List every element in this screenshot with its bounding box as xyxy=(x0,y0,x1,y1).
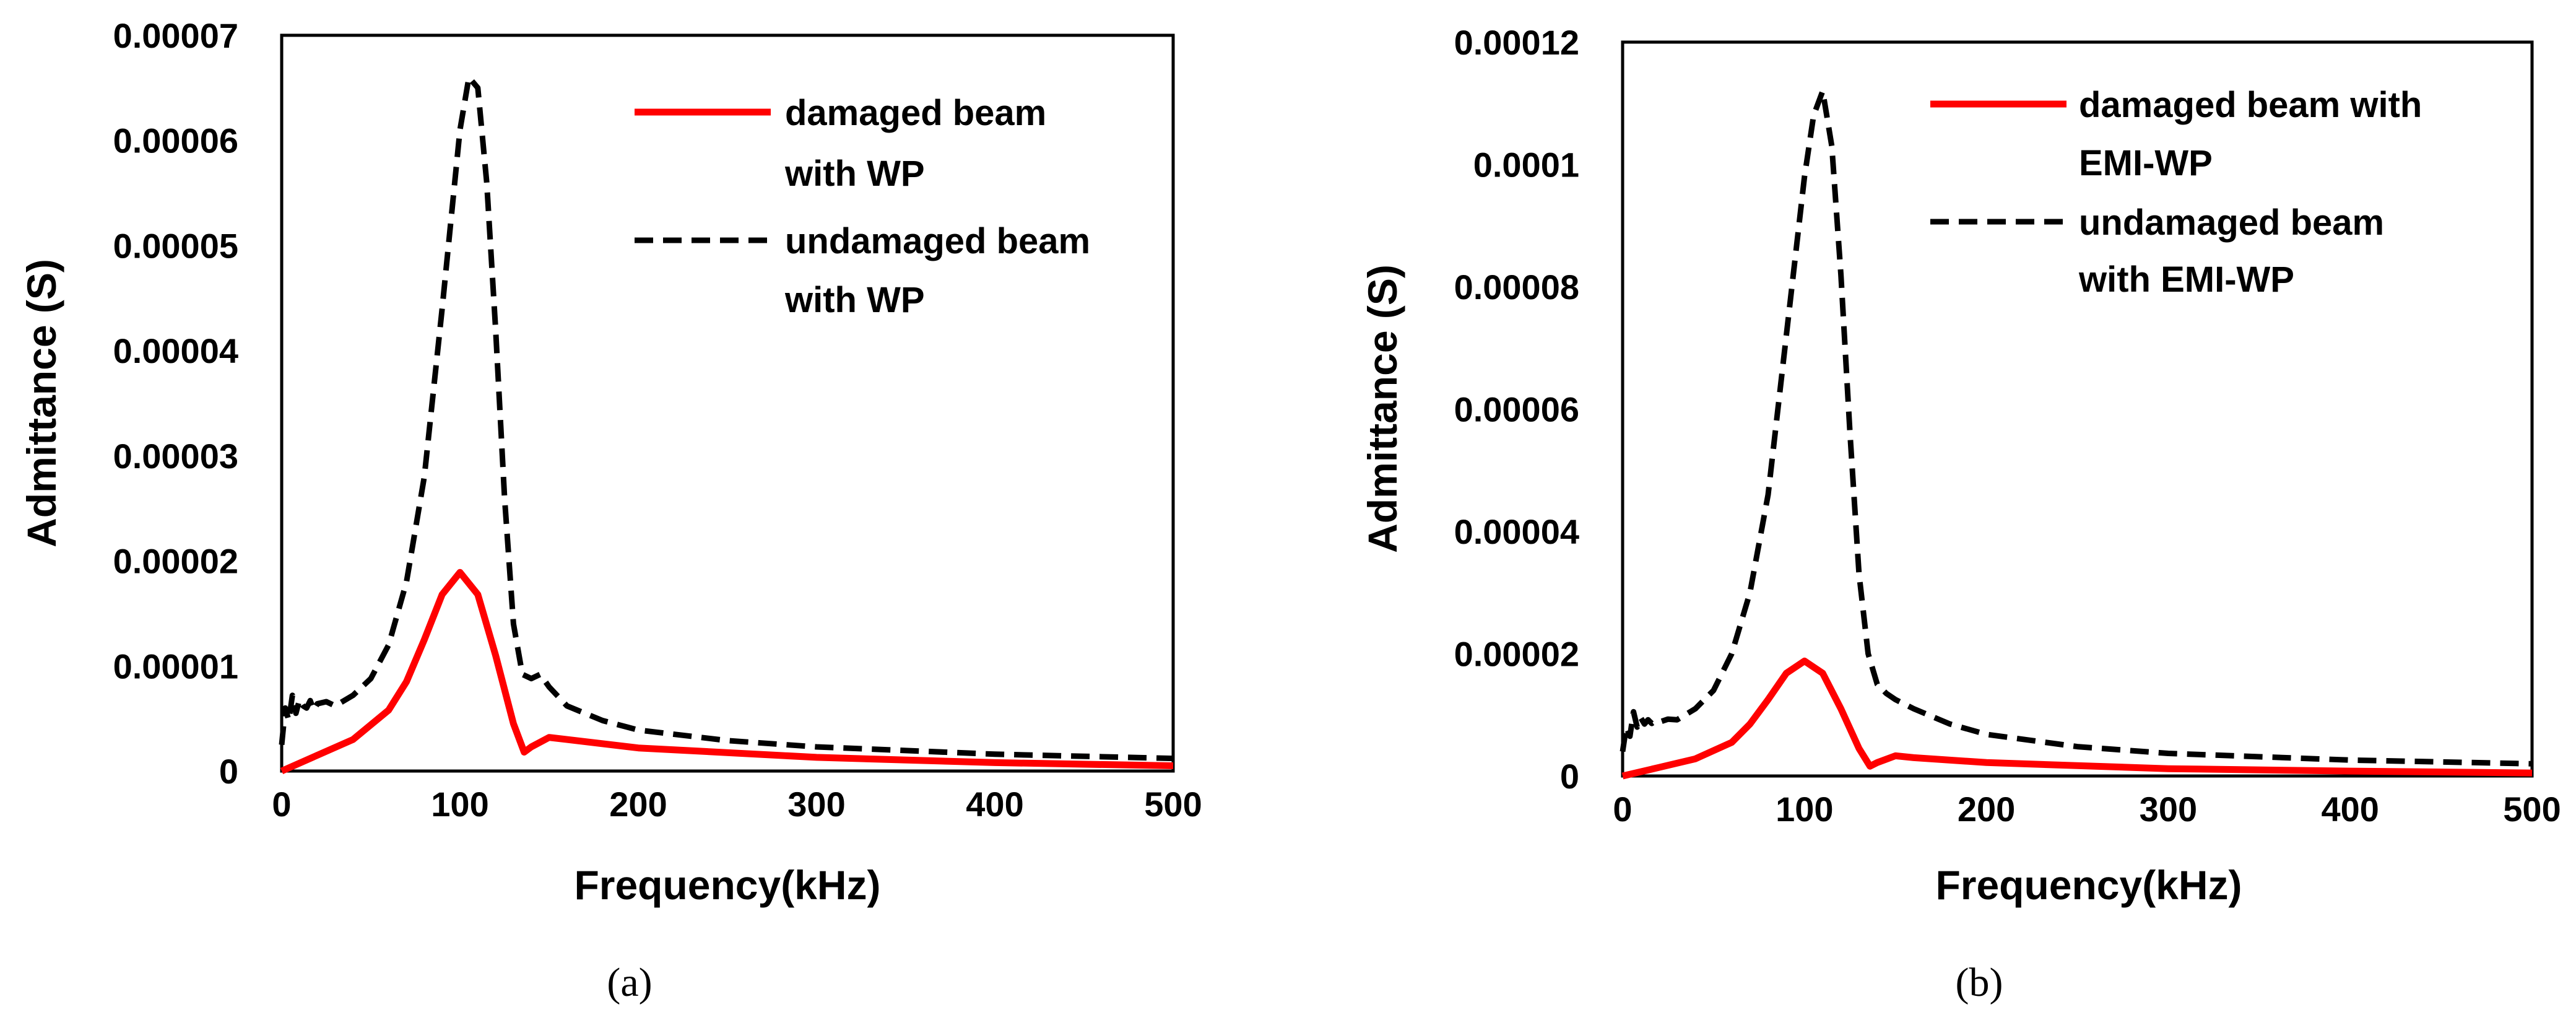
panel-a-y-tick-label: 0.00003 xyxy=(113,437,238,476)
panel-b-legend-undamaged-label-line2: with EMI-WP xyxy=(2078,259,2294,300)
panel-a-y-tick-label: 0.00006 xyxy=(113,121,238,160)
panel-a-x-tick-labels: 0 100 200 300 400 500 xyxy=(272,785,1202,824)
panel-a-legend-undamaged-label-line1: undamaged beam xyxy=(785,221,1090,261)
panel-a-chart: 0 100 200 300 400 500 00.000010.000020.000030… xyxy=(19,16,1202,1005)
panel-b-y-tick-label: 0.00006 xyxy=(1454,390,1579,429)
panel-b-y-axis-title: Admittance (S) xyxy=(1360,264,1405,553)
panel-a-legend-damaged-label-line1: damaged beam xyxy=(785,93,1046,133)
panel-b-y-tick-label: 0.0001 xyxy=(1473,146,1579,185)
panel-b-y-tick-label: 0.00012 xyxy=(1454,23,1579,62)
panel-a-x-tick-label: 500 xyxy=(1144,785,1202,824)
panel-b-x-tick-label: 100 xyxy=(1776,790,1833,829)
panel-a-y-axis-title: Admittance (S) xyxy=(19,259,64,547)
panel-b-legend-damaged-label-line2: EMI-WP xyxy=(2079,143,2213,183)
panel-b-x-axis-title: Frequency(kHz) xyxy=(1935,862,2242,908)
panel-a-x-tick-label: 100 xyxy=(431,785,488,824)
panel-a-y-tick-label: 0.00002 xyxy=(113,542,238,581)
panel-b-x-tick-label: 400 xyxy=(2321,790,2379,829)
panel-a-x-tick-label: 300 xyxy=(787,785,845,824)
panel-a-y-tick-label: 0.00007 xyxy=(113,16,238,55)
panel-a-y-tick-label: 0 xyxy=(219,752,238,791)
panel-a-y-tick-label: 0.00004 xyxy=(113,331,238,370)
panel-b-series-damaged-line xyxy=(1621,657,2533,780)
panel-a-x-tick-label: 400 xyxy=(966,785,1023,824)
panel-b-chart: 0 100 200 300 400 500 00.000020.000040.000060… xyxy=(1360,23,2561,1005)
panel-b-plot-area xyxy=(1621,40,2534,778)
panel-b-y-tick-labels: 0 0.00002 0.00004 0.00006 0.00008 0.0001 0.000… xyxy=(1454,23,1579,796)
panel-a-x-tick-label: 200 xyxy=(609,785,667,824)
panel-b-y-tick-label: 0.00002 xyxy=(1454,635,1579,674)
panel-b-caption: (b) xyxy=(1956,960,2003,1005)
panel-a-y-tick-label: 0.00001 xyxy=(113,647,238,686)
panel-a-series-undamaged-line xyxy=(279,74,1174,762)
panel-b-x-tick-label: 0 xyxy=(1613,790,1632,829)
panel-b-y-tick-label: 0.00008 xyxy=(1454,268,1579,307)
panel-a-caption: (a) xyxy=(607,960,652,1005)
panel-a-x-tick-label: 0 xyxy=(272,785,291,824)
panel-b-y-tick-label: 0.00004 xyxy=(1454,512,1579,551)
panel-b-x-tick-labels: 0 100 200 300 400 500 xyxy=(1613,790,2561,829)
panel-a-series-damaged-line xyxy=(280,569,1174,775)
panel-a-y-tick-labels: 0 0.00001 0.00002 0.00003 0.00004 0.00005 0.00… xyxy=(113,16,238,791)
panel-b-series-layer xyxy=(1620,88,2533,780)
panel-a-y-tick-label: 0.00005 xyxy=(113,226,238,265)
panel-a-x-axis-title: Frequency(kHz) xyxy=(574,862,880,908)
panel-b-legend-undamaged-label-line1: undamaged beam xyxy=(2079,203,2384,243)
panel-b-legend-damaged-label-line1: damaged beam with xyxy=(2079,85,2422,125)
panel-b-legend: damaged beam with EMI-WP undamaged beam … xyxy=(1930,85,2422,300)
panel-a-legend: damaged beam with WP undamaged beam with… xyxy=(635,93,1090,320)
panel-b-x-tick-label: 300 xyxy=(2140,790,2197,829)
panel-b-y-tick-label: 0 xyxy=(1560,757,1579,796)
panel-b-x-tick-label: 500 xyxy=(2503,790,2561,829)
panel-b-x-tick-label: 200 xyxy=(1958,790,2015,829)
panel-a-series-layer xyxy=(279,74,1174,775)
panel-a-legend-damaged-label-line2: with WP xyxy=(784,154,925,194)
panel-b-series-undamaged-line xyxy=(1620,88,2533,767)
panel-a-legend-undamaged-label-line2: with WP xyxy=(784,280,925,320)
